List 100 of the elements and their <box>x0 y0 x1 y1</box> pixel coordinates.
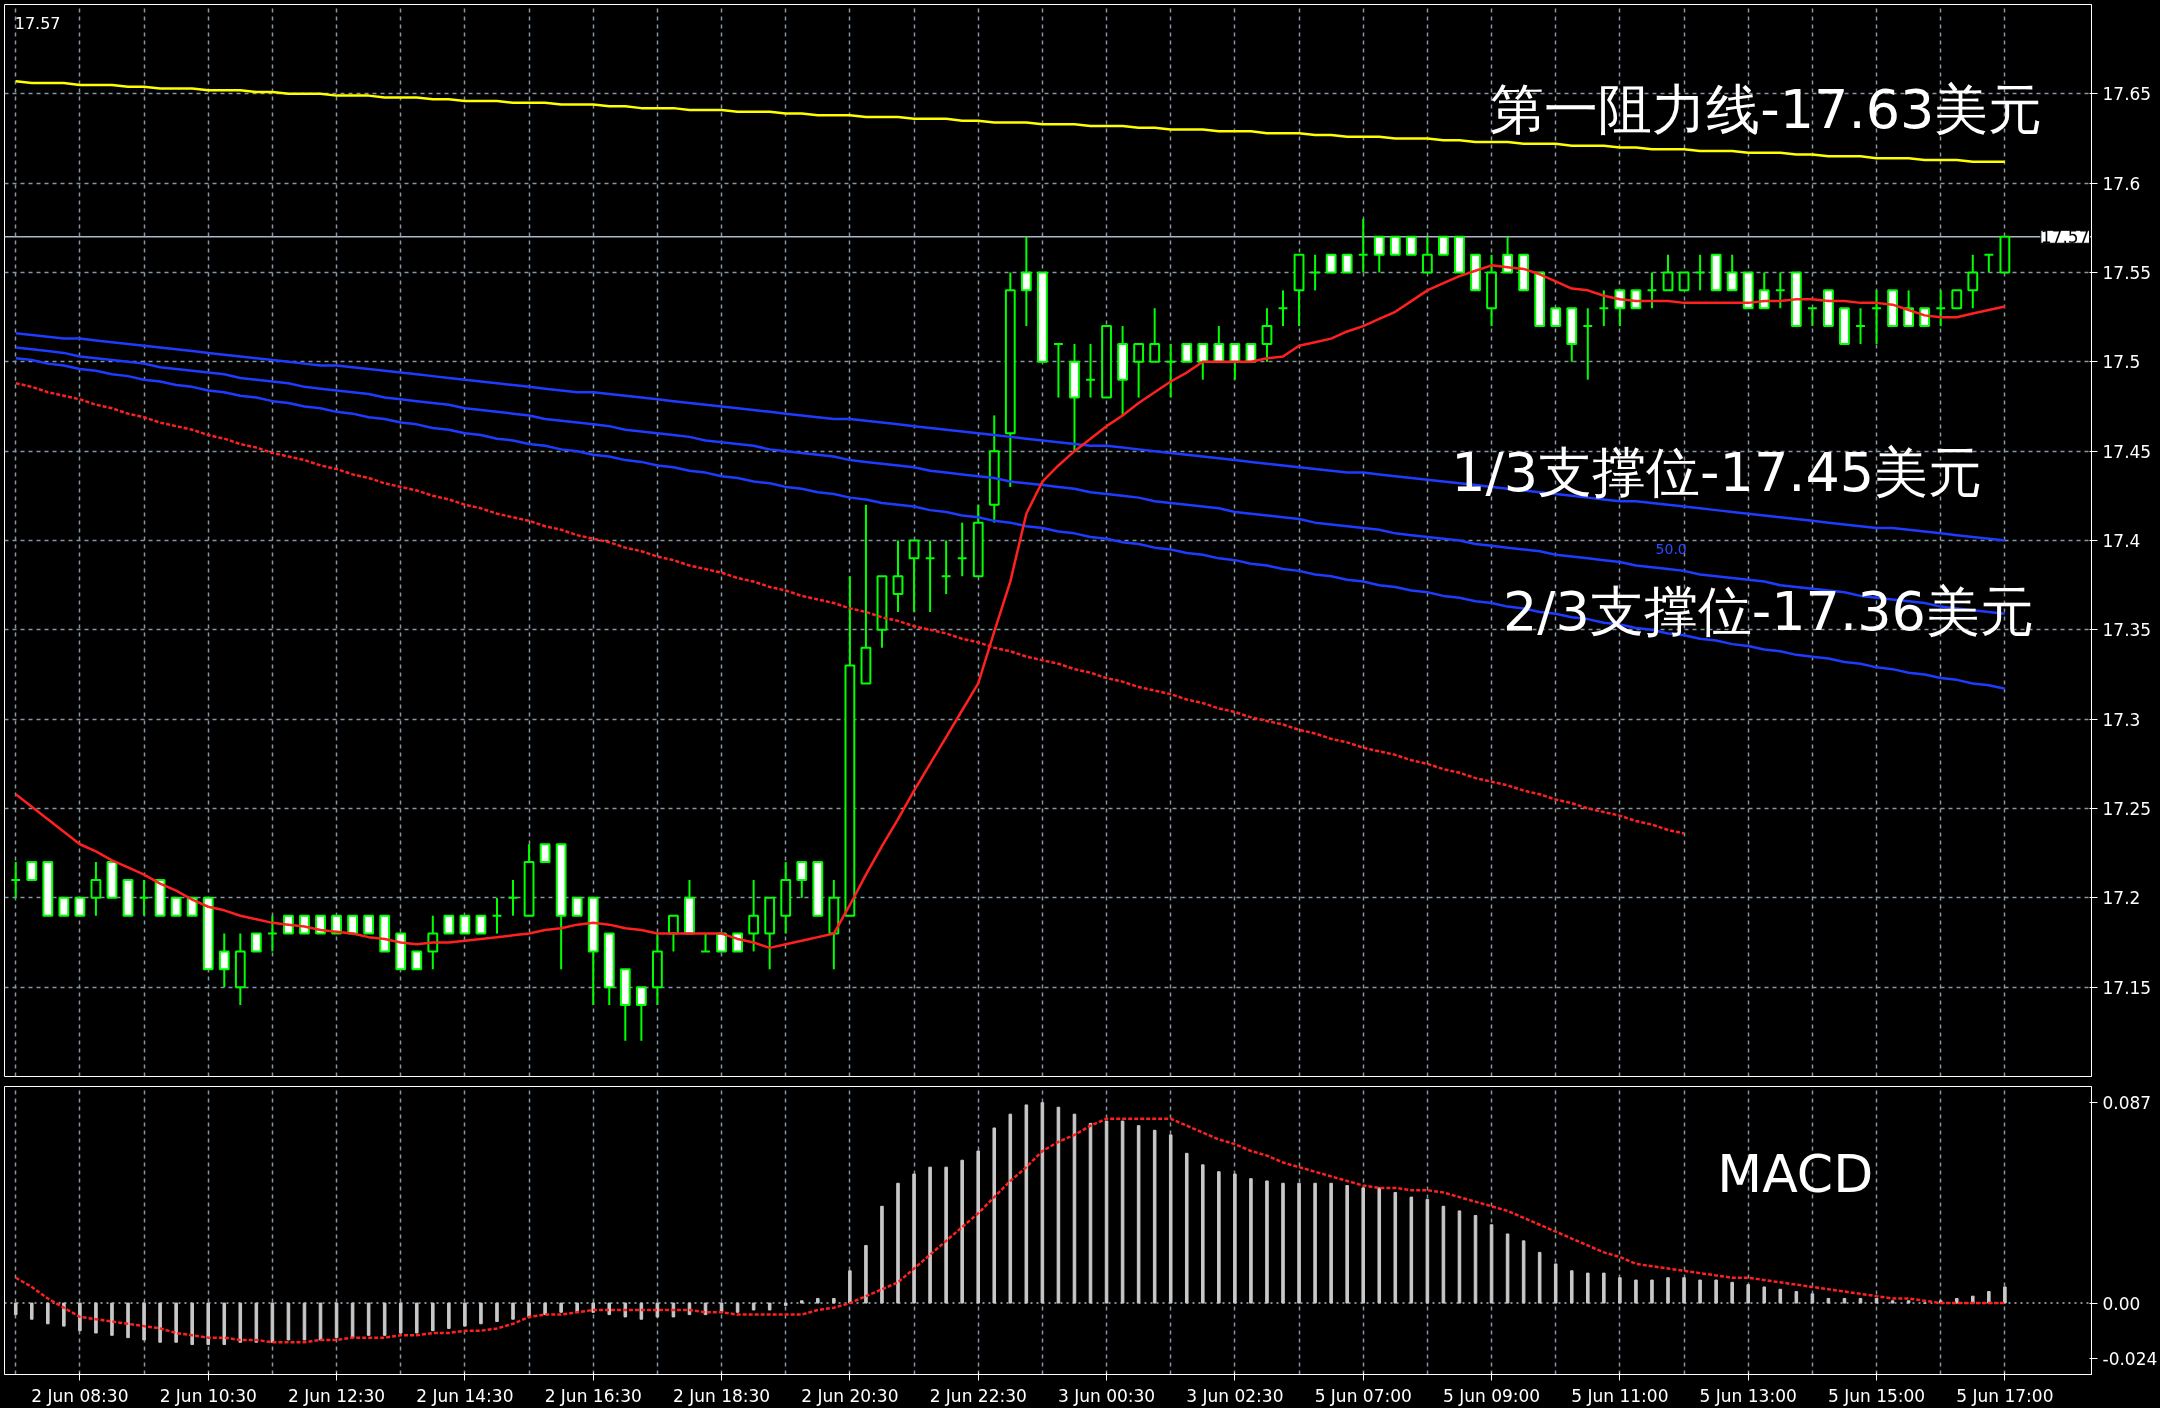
bar <box>94 1302 98 1334</box>
bar <box>816 1297 820 1304</box>
bar <box>511 1302 515 1320</box>
bar <box>1345 1185 1349 1304</box>
bar <box>767 1302 772 1311</box>
bar <box>1698 1279 1702 1304</box>
bar <box>1297 1182 1301 1304</box>
candlestick <box>1726 253 1738 292</box>
bar <box>832 1297 836 1304</box>
bar <box>29 1302 34 1320</box>
bar <box>896 1182 900 1304</box>
annotation: 50.0 <box>1655 541 1687 558</box>
bar <box>1987 1291 1991 1304</box>
candlestick <box>1967 253 1979 310</box>
bar <box>447 1302 451 1329</box>
bar <box>1024 1104 1029 1304</box>
bar <box>1906 1300 1911 1304</box>
bar <box>270 1302 275 1343</box>
bar <box>254 1302 259 1343</box>
bar <box>880 1205 884 1304</box>
y-tick-label: 17.55 <box>2102 263 2152 283</box>
candlestick <box>1502 235 1513 274</box>
candlestick <box>1229 342 1241 381</box>
bar <box>350 1302 355 1339</box>
x-tick-label: 5 Jun 17:00 <box>1956 1385 2054 1406</box>
y-tick-label: 17.5 <box>2102 352 2141 373</box>
bar <box>1056 1106 1061 1304</box>
bar <box>799 1300 804 1304</box>
bar <box>1281 1182 1285 1304</box>
bar <box>1136 1125 1141 1304</box>
x-tick-label: 5 Jun 09:00 <box>1442 1385 1541 1406</box>
bar <box>414 1302 419 1334</box>
bar <box>1586 1272 1590 1304</box>
bar <box>1425 1198 1430 1304</box>
bar <box>1778 1288 1783 1304</box>
bar <box>575 1302 579 1313</box>
candlestick <box>1133 342 1145 399</box>
bar <box>1794 1291 1799 1304</box>
bar <box>1201 1164 1205 1304</box>
candlestick <box>1149 307 1161 363</box>
y-tick-label: 0.00 <box>2102 1293 2141 1314</box>
x-tick-label: 5 Jun 11:00 <box>1571 1385 1669 1406</box>
bar <box>78 1302 82 1332</box>
bar <box>238 1302 243 1343</box>
bar <box>13 1302 18 1316</box>
bar <box>912 1173 916 1304</box>
bar <box>1120 1120 1125 1304</box>
bar <box>960 1159 964 1304</box>
x-tick-label: 2 Jun 12:30 <box>287 1385 386 1406</box>
bar <box>206 1302 211 1346</box>
annotation: 17.57 <box>14 13 61 33</box>
bar <box>992 1127 997 1304</box>
bar <box>1233 1173 1237 1304</box>
x-tick-label: 2 Jun 22:30 <box>929 1385 1027 1406</box>
bar <box>1874 1297 1879 1304</box>
bar <box>1714 1279 1718 1304</box>
ref-line-label: 17.57 <box>2040 227 2090 248</box>
y-tick-label: 17.65 <box>2102 84 2152 105</box>
line-series <box>14 1117 2007 1344</box>
candlestick <box>1373 235 1385 274</box>
x-tick-label: 2 Jun 14:30 <box>416 1385 514 1406</box>
x-tick-label: 2 Jun 18:30 <box>672 1385 771 1406</box>
bar <box>398 1302 403 1334</box>
bar <box>1409 1196 1414 1304</box>
bar <box>110 1302 114 1336</box>
bar <box>1762 1286 1767 1304</box>
bar <box>1217 1171 1221 1304</box>
candlestick <box>908 539 920 613</box>
bar <box>655 1302 660 1318</box>
y-tick-label: -0.024 <box>2102 1348 2158 1369</box>
bar <box>1313 1182 1317 1304</box>
bar <box>1040 1102 1045 1304</box>
annotation: MACD <box>1717 1144 1874 1205</box>
bar <box>1569 1270 1574 1304</box>
bar <box>1377 1187 1382 1304</box>
bar <box>1826 1297 1831 1304</box>
bar <box>1890 1300 1895 1304</box>
bar <box>944 1166 948 1304</box>
bar <box>607 1302 612 1316</box>
bar <box>1666 1277 1670 1304</box>
bar <box>1249 1178 1253 1304</box>
y-tick-label: 17.6 <box>2102 173 2141 194</box>
x-tick-label: 2 Jun 16:30 <box>544 1385 642 1406</box>
bar <box>1265 1180 1269 1304</box>
bar <box>382 1302 387 1336</box>
bar <box>1682 1277 1686 1304</box>
bar <box>46 1302 50 1325</box>
bar <box>559 1302 563 1313</box>
bar <box>735 1302 740 1313</box>
candlestick <box>90 861 102 917</box>
annotation: 1/3支撑位-17.45美元 <box>1451 440 1983 504</box>
bar <box>1650 1279 1654 1304</box>
bar <box>1441 1205 1446 1304</box>
candlestick <box>748 878 760 953</box>
bar <box>1505 1233 1510 1304</box>
bar <box>928 1166 932 1304</box>
bar <box>848 1270 852 1304</box>
candlestick <box>796 861 808 899</box>
bar <box>751 1302 756 1311</box>
bar <box>142 1302 146 1341</box>
